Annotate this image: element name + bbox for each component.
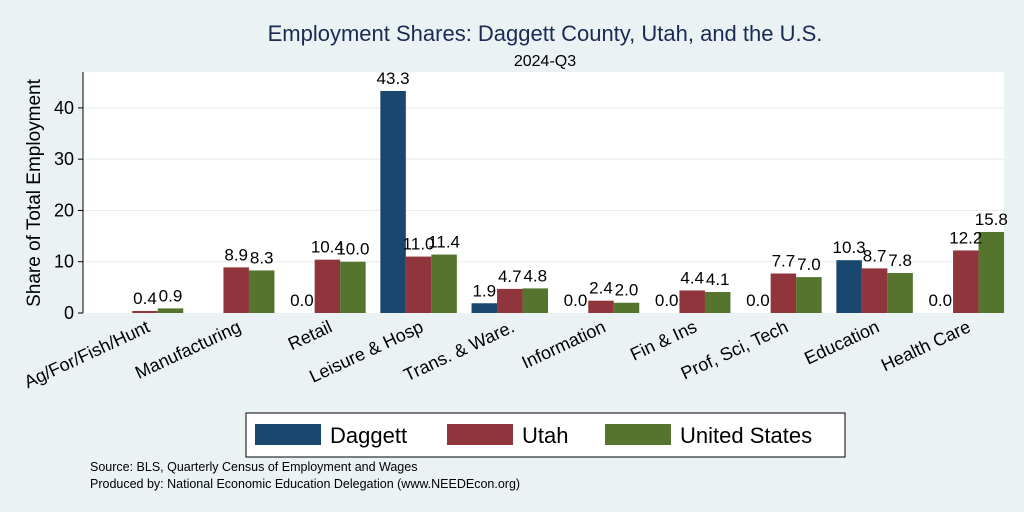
data-label-daggett-fin-ins: 0.0 (655, 291, 679, 310)
bar-utah-prof-sci-tech (770, 273, 797, 313)
data-label-united-states-trans-ware: 4.8 (523, 266, 547, 285)
data-label-united-states-education: 7.8 (888, 251, 912, 270)
chart-subtitle: 2024-Q3 (514, 53, 576, 70)
bar-utah-leisure-hosp (405, 256, 432, 313)
bar-united-states-education (887, 273, 913, 313)
bar-utah-ag-for-fish-hunt (132, 310, 158, 313)
legend: Daggett Utah United States (245, 412, 846, 458)
legend-label-united-states: United States (680, 423, 812, 448)
bar-united-states-ag-for-fish-hunt (157, 308, 184, 313)
data-label-united-states-leisure-hosp: 11.4 (428, 233, 460, 252)
data-label-daggett-retail: 0.0 (290, 291, 314, 310)
data-labels: 0.4 0.98.9 8.30.010.410.043.311.011.41.94.… (133, 69, 1008, 310)
data-label-daggett-trans-ware: 1.9 (472, 281, 496, 300)
legend-swatch-daggett (255, 424, 321, 445)
data-label-utah-prof-sci-tech: 7.7 (772, 252, 796, 271)
legend-box (245, 412, 846, 458)
bar-united-states-fin-ins (704, 291, 731, 313)
legend-label-utah: Utah (522, 423, 568, 448)
bar-united-states-trans-ware (522, 288, 549, 313)
data-label-daggett-education: 10.3 (833, 238, 866, 257)
bar-united-states-health-care (978, 231, 1005, 313)
data-label-united-states-fin-ins: 4.1 (706, 270, 730, 289)
bar-daggett-leisure-hosp (380, 90, 406, 313)
data-label-united-states-retail: 10.0 (336, 240, 369, 259)
y-tick-label: 0 (64, 303, 74, 323)
bar-utah-information (588, 300, 614, 313)
data-label-united-states-prof-sci-tech: 7.0 (797, 255, 821, 274)
data-label-utah-manufacturing: 8.9 (224, 245, 248, 264)
bars (132, 90, 1005, 313)
data-label-daggett-information: 0.0 (564, 291, 588, 310)
legend-swatch-united-states (605, 424, 671, 445)
data-label-utah-health-care: 12.2 (949, 228, 982, 247)
data-label-daggett-leisure-hosp: 43.3 (377, 69, 410, 88)
data-label-united-states-information: 2.0 (615, 281, 639, 300)
bar-utah-retail (314, 259, 341, 313)
bar-utah-trans-ware (497, 288, 523, 313)
bar-utah-manufacturing (223, 267, 249, 313)
bar-daggett-education (836, 260, 862, 313)
source-note: Source: BLS, Quarterly Census of Employm… (90, 460, 417, 474)
y-tick-label: 10 (54, 252, 74, 272)
bar-daggett-trans-ware (471, 303, 498, 313)
data-label-united-states-health-care: 15.8 (975, 210, 1008, 229)
chart-title: Employment Shares: Daggett County, Utah,… (268, 21, 823, 46)
bar-utah-fin-ins (679, 290, 705, 313)
produced-by-note: Produced by: National Economic Education… (90, 477, 520, 491)
bar-united-states-information (613, 302, 640, 313)
y-axis-label: Share of Total Employment (24, 78, 45, 306)
data-label-utah-information: 2.4 (589, 279, 613, 298)
bar-united-states-retail (340, 261, 366, 313)
data-label-utah-ag-for-fish-hunt: 0.4 (133, 289, 157, 308)
y-tick-label: 20 (54, 200, 74, 220)
y-tick-label: 30 (54, 149, 74, 169)
bar-utah-health-care (953, 250, 979, 313)
data-label-utah-retail: 10.4 (311, 238, 344, 257)
data-label-utah-education: 8.7 (863, 246, 887, 265)
legend-label-daggett: Daggett (330, 423, 407, 448)
legend-swatch-utah (447, 424, 513, 445)
data-label-united-states-ag-for-fish-hunt: 0.9 (159, 286, 183, 305)
data-label-daggett-prof-sci-tech: 0.0 (746, 291, 770, 310)
data-label-utah-trans-ware: 4.7 (498, 267, 522, 286)
data-label-united-states-manufacturing: 8.3 (250, 248, 274, 267)
bar-united-states-manufacturing (248, 270, 275, 313)
data-label-utah-fin-ins: 4.4 (680, 268, 704, 287)
bar-united-states-leisure-hosp (431, 254, 457, 313)
bar-utah-education (861, 268, 888, 313)
data-label-utah-leisure-hosp: 11.0 (403, 235, 435, 254)
y-tick-label: 40 (54, 98, 74, 118)
bar-united-states-prof-sci-tech (796, 277, 822, 313)
data-label-daggett-health-care: 0.0 (928, 291, 952, 310)
y-ticks: 0 10 20 30 40 (54, 98, 83, 323)
